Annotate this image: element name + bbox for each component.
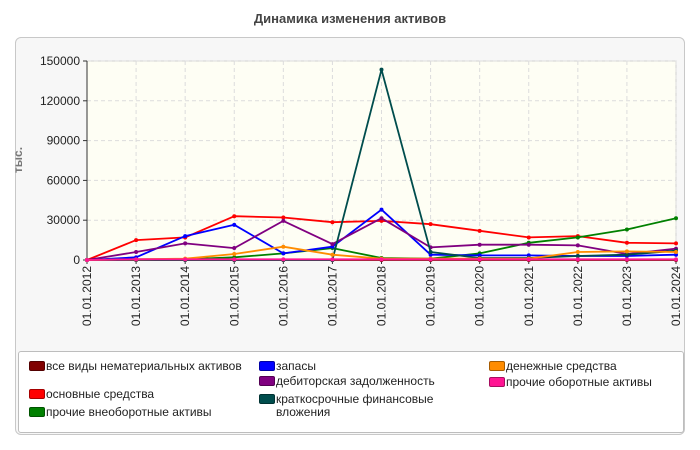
- data-point: [330, 220, 335, 225]
- data-point: [232, 214, 237, 219]
- x-tick-label: 01.01.2023: [620, 266, 634, 326]
- data-point: [674, 216, 678, 221]
- x-tick-label: 01.01.2013: [129, 266, 143, 326]
- x-tick-label: 01.01.2022: [571, 266, 585, 326]
- legend-label: запасы: [276, 359, 316, 373]
- y-tick-label: 0: [73, 253, 80, 267]
- data-point: [428, 250, 433, 255]
- data-point: [232, 222, 237, 227]
- legend-item: денежные средства: [489, 360, 679, 373]
- data-point: [330, 252, 335, 257]
- data-point: [281, 244, 286, 249]
- x-tick-label: 01.01.2015: [227, 266, 241, 326]
- data-point: [624, 249, 629, 254]
- data-point: [477, 228, 482, 233]
- data-point: [232, 252, 237, 257]
- y-tick-label: 150000: [40, 54, 80, 68]
- data-point: [526, 235, 531, 240]
- data-point: [674, 241, 678, 246]
- data-point: [232, 257, 237, 262]
- legend-swatch: [29, 407, 45, 417]
- x-tick-label: 01.01.2021: [522, 266, 536, 326]
- data-point: [330, 242, 335, 247]
- data-point: [428, 257, 433, 262]
- x-tick-label: 01.01.2018: [375, 266, 389, 326]
- data-point: [330, 257, 335, 262]
- y-axis-label: тыс.: [11, 147, 25, 173]
- x-tick-label: 01.01.2024: [669, 266, 683, 326]
- x-tick-label: 01.01.2016: [276, 266, 290, 326]
- data-point: [379, 67, 384, 72]
- data-point: [526, 242, 531, 247]
- data-point: [575, 254, 580, 259]
- data-point: [281, 251, 286, 256]
- legend-item: краткосрочные финансовые вложения: [259, 393, 479, 419]
- y-tick-label: 90000: [47, 134, 81, 148]
- data-point: [575, 235, 580, 240]
- legend-item: прочие оборотные активы: [489, 376, 679, 389]
- legend-swatch: [259, 376, 275, 386]
- legend-swatch: [29, 361, 45, 371]
- legend-swatch: [259, 394, 275, 404]
- legend-swatch: [489, 377, 505, 387]
- data-point: [674, 257, 678, 262]
- data-point: [624, 252, 629, 257]
- legend-item: все виды нематериальных активов: [29, 360, 249, 373]
- legend-item: прочие внеоборотные активы: [29, 406, 249, 419]
- y-tick-label: 60000: [47, 173, 81, 187]
- data-point: [526, 257, 531, 262]
- data-point: [624, 257, 629, 262]
- x-tick-label: 01.01.2014: [178, 266, 192, 326]
- data-point: [134, 250, 139, 255]
- data-point: [624, 240, 629, 245]
- legend-label: прочие оборотные активы: [506, 375, 652, 389]
- data-point: [134, 238, 139, 243]
- chart-title: Динамика изменения активов: [253, 11, 447, 26]
- legend-item: основные средства: [29, 388, 249, 401]
- data-point: [428, 222, 433, 227]
- data-point: [85, 258, 89, 262]
- data-point: [183, 257, 188, 262]
- data-point: [624, 227, 629, 232]
- x-tick-label: 01.01.2012: [80, 266, 94, 326]
- data-point: [477, 242, 482, 247]
- data-point: [281, 215, 286, 220]
- data-point: [379, 257, 384, 262]
- data-point: [183, 241, 188, 246]
- legend-item: запасы: [259, 360, 479, 373]
- legend-label: денежные средства: [506, 359, 617, 373]
- legend-swatch: [489, 361, 505, 371]
- data-point: [575, 257, 580, 262]
- data-point: [477, 257, 482, 262]
- x-tick-label: 01.01.2017: [325, 266, 339, 326]
- data-point: [379, 207, 384, 212]
- data-point: [674, 250, 678, 255]
- legend-label: краткосрочные финансовые вложения: [276, 392, 434, 419]
- legend-label: прочие внеоборотные активы: [46, 405, 212, 419]
- data-point: [575, 250, 580, 255]
- y-tick-label: 120000: [40, 94, 80, 108]
- data-point: [575, 243, 580, 248]
- tick-labels: 0 30000 60000 90000 120000 150000 01.01.2012 01…: [40, 54, 683, 326]
- chart-legend: все виды нематериальных активов основные…: [18, 351, 684, 433]
- data-point: [379, 216, 384, 221]
- legend-item: дебиторская задолженность: [259, 375, 484, 388]
- legend-swatch: [259, 361, 275, 371]
- legend-label: дебиторская задолженность: [276, 374, 435, 388]
- data-point: [281, 257, 286, 262]
- data-point: [183, 234, 188, 239]
- legend-swatch: [29, 389, 45, 399]
- legend-label: основные средства: [46, 387, 155, 401]
- y-tick-label: 30000: [47, 213, 81, 227]
- legend-label: все виды нематериальных активов: [46, 359, 242, 373]
- data-point: [232, 246, 237, 251]
- x-tick-label: 01.01.2019: [424, 266, 438, 326]
- data-point: [281, 218, 286, 223]
- x-tick-label: 01.01.2020: [473, 266, 487, 326]
- data-point: [134, 257, 139, 262]
- series-lines: [85, 67, 678, 262]
